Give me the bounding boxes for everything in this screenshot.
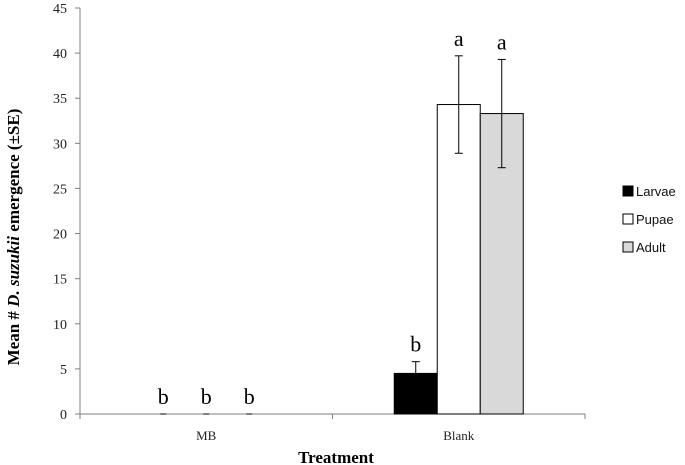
y-tick-label: 45 <box>53 2 67 17</box>
legend-label: Larvae <box>636 184 676 199</box>
legend: Larvae Pupae Adult <box>622 184 676 255</box>
legend-label: Pupae <box>636 212 674 227</box>
legend-label: Adult <box>636 240 666 255</box>
y-tick-label: 40 <box>53 47 67 62</box>
y-tick-label: 5 <box>60 363 67 378</box>
x-axis: MB Blank <box>79 413 586 443</box>
y-axis-title: Mean # D. suzukii emergence (±SE) <box>4 109 23 366</box>
legend-swatch <box>622 241 634 253</box>
y-tick-label: 25 <box>53 182 67 197</box>
y-tick-label: 20 <box>53 228 67 243</box>
significance-label: b <box>158 384 169 409</box>
y-axis-title-species: D. suzukii <box>4 236 23 308</box>
y-tick-label: 10 <box>53 318 67 333</box>
legend-swatch <box>622 185 634 197</box>
y-axis: 0 5 10 15 20 25 30 35 40 45 <box>53 2 81 423</box>
significance-label: b <box>201 384 212 409</box>
x-axis-title: Treatment <box>298 448 374 465</box>
bars: b b b b a a <box>158 26 524 415</box>
x-tick-label: MB <box>196 428 217 443</box>
significance-label: a <box>454 26 464 51</box>
legend-swatch <box>622 213 634 225</box>
x-tick-label: Blank <box>443 428 475 443</box>
y-tick-label: 35 <box>53 92 67 107</box>
significance-label: b <box>244 384 255 409</box>
significance-label: a <box>497 29 507 54</box>
y-axis-title-suffix: emergence (±SE) <box>4 109 23 236</box>
y-tick-label: 15 <box>53 273 67 288</box>
significance-label: b <box>410 332 421 357</box>
y-tick-label: 30 <box>53 137 67 152</box>
y-tick-label: 0 <box>60 408 67 423</box>
y-axis-title-prefix: Mean # <box>4 307 23 366</box>
